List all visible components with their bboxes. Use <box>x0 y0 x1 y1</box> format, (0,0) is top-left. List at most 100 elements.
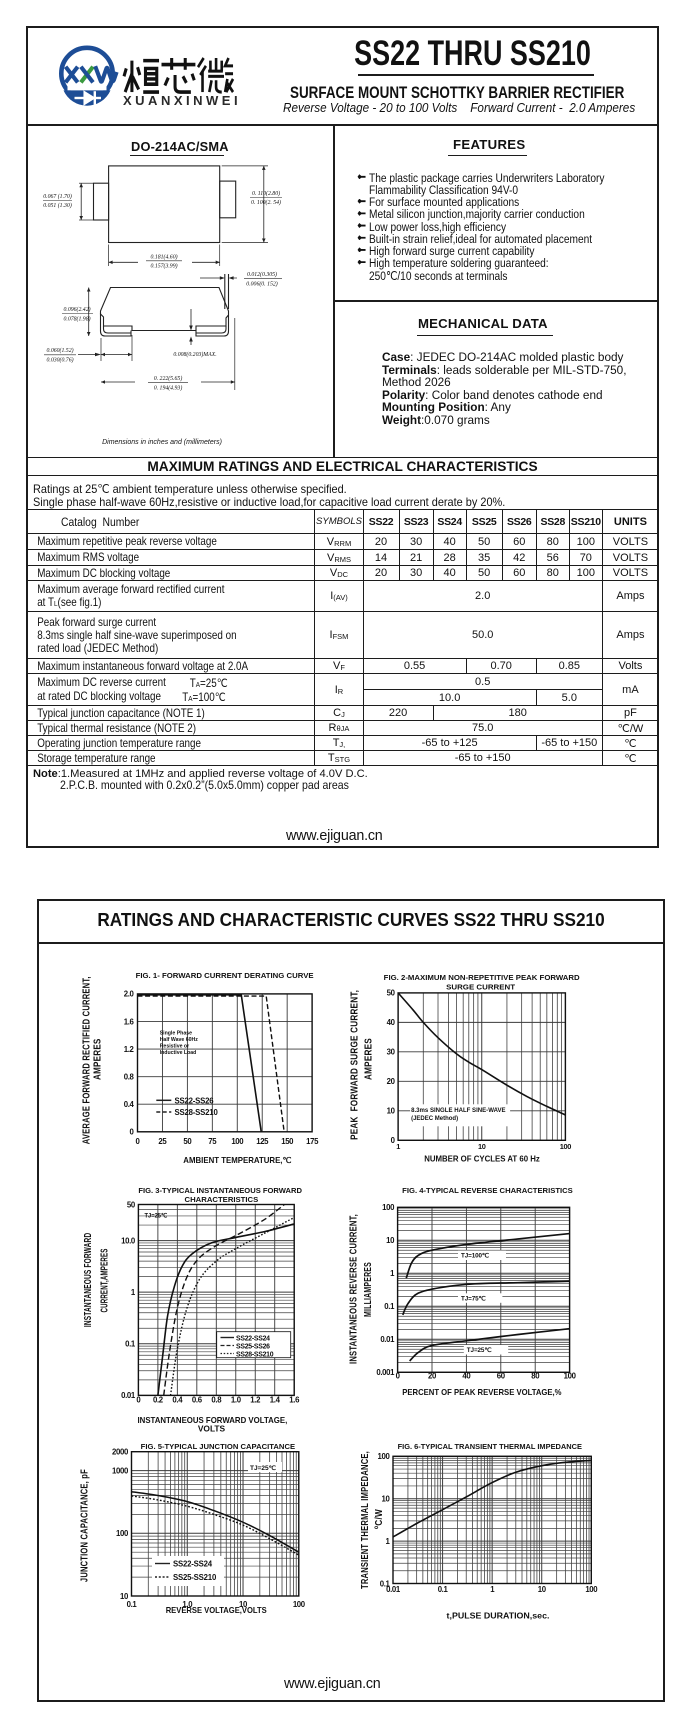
svg-text:10: 10 <box>538 1585 547 1594</box>
svg-text:0. 110(2.80): 0. 110(2.80) <box>252 190 280 197</box>
svg-text:50: 50 <box>127 1200 136 1209</box>
svg-text:0.157(3.99): 0.157(3.99) <box>150 263 177 270</box>
svg-text:1.2: 1.2 <box>124 1045 135 1054</box>
svg-text:FIG. 3-TYPICAL INSTANTANEOUS F: FIG. 3-TYPICAL INSTANTANEOUS FORWARD <box>138 1186 302 1195</box>
svg-text:Dimensions in inches and (mill: Dimensions in inches and (millimeters) <box>102 439 222 446</box>
svg-text:(JEDEC Method): (JEDEC Method) <box>411 1115 458 1122</box>
svg-text:TJ=25℃: TJ=25℃ <box>250 1465 276 1472</box>
svg-text:100: 100 <box>116 1529 129 1538</box>
svg-text:0.01: 0.01 <box>386 1585 401 1594</box>
svg-text:150: 150 <box>281 1137 294 1146</box>
svg-text:INSTANTANEOUS REVERSE CURRENT,: INSTANTANEOUS REVERSE CURRENT, <box>347 1214 359 1364</box>
svg-text:MILLIAMPERES: MILLIAMPERES <box>362 1262 374 1317</box>
svg-text:0: 0 <box>136 1137 141 1146</box>
svg-text:100: 100 <box>378 1452 391 1461</box>
svg-text:PEAK FORWARD SURGE CURRENT,: PEAK FORWARD SURGE CURRENT, <box>348 990 360 1140</box>
svg-text:0.1: 0.1 <box>438 1585 449 1594</box>
svg-text:0.8: 0.8 <box>211 1396 222 1405</box>
svg-text:30: 30 <box>387 1048 396 1057</box>
svg-text:75: 75 <box>208 1137 217 1146</box>
svg-text:Half Wave 60Hz: Half Wave 60Hz <box>160 1037 199 1043</box>
svg-text:t,PULSE DURATION,sec.: t,PULSE DURATION,sec. <box>447 1610 550 1620</box>
svg-text:0: 0 <box>391 1136 396 1145</box>
svg-text:AMBIENT TEMPERATURE,℃: AMBIENT TEMPERATURE,℃ <box>183 1155 291 1165</box>
svg-text:2000: 2000 <box>112 1448 129 1457</box>
svg-text:100: 100 <box>560 1142 572 1151</box>
svg-text:1.6: 1.6 <box>289 1396 300 1405</box>
svg-text:40: 40 <box>387 1018 396 1027</box>
svg-text:1.4: 1.4 <box>270 1396 281 1405</box>
svg-text:Inductive Load: Inductive Load <box>160 1050 197 1056</box>
svg-text:0.4: 0.4 <box>124 1100 135 1109</box>
svg-text:1: 1 <box>396 1142 400 1151</box>
svg-text:20: 20 <box>428 1372 437 1381</box>
svg-text:CURRENT,AMPERES: CURRENT,AMPERES <box>98 1249 110 1313</box>
svg-text:1000: 1000 <box>112 1466 129 1475</box>
svg-text:0.078(1.98): 0.078(1.98) <box>63 316 90 323</box>
svg-text:0.012(0.305): 0.012(0.305) <box>247 271 277 278</box>
svg-text:1.0: 1.0 <box>182 1600 193 1609</box>
svg-text:SS25-SS26: SS25-SS26 <box>236 1344 270 1351</box>
svg-text:10.0: 10.0 <box>121 1236 136 1245</box>
svg-text:SS22-SS24: SS22-SS24 <box>173 1560 213 1569</box>
svg-text:1: 1 <box>390 1269 395 1278</box>
svg-text:0: 0 <box>136 1396 141 1405</box>
svg-text:0: 0 <box>396 1372 401 1381</box>
svg-text:SS22-SS24: SS22-SS24 <box>236 1336 270 1343</box>
svg-text:10: 10 <box>120 1592 129 1601</box>
svg-text:AMPERES: AMPERES <box>363 1038 375 1080</box>
svg-text:0.6: 0.6 <box>192 1396 203 1405</box>
svg-text:100: 100 <box>564 1372 577 1381</box>
svg-text:40: 40 <box>462 1372 471 1381</box>
svg-text:1.2: 1.2 <box>250 1396 261 1405</box>
svg-text:100: 100 <box>293 1600 306 1609</box>
svg-text:50: 50 <box>387 989 396 998</box>
svg-text:10: 10 <box>239 1600 248 1609</box>
svg-text:AVERAGE FORWARD RECTIFIED CURR: AVERAGE FORWARD RECTIFIED CURRENT, <box>81 976 93 1144</box>
svg-text:1: 1 <box>131 1288 136 1297</box>
svg-text:50: 50 <box>183 1137 192 1146</box>
svg-text:FIG. 4-TYPICAL REVERSE CHARACT: FIG. 4-TYPICAL REVERSE CHARACTERISTICS <box>402 1186 573 1195</box>
svg-text:SS25-SS210: SS25-SS210 <box>173 1573 217 1582</box>
svg-text:1.6: 1.6 <box>124 1017 135 1026</box>
svg-text:INSTANTANEOUS FORWARD: INSTANTANEOUS FORWARD <box>82 1233 94 1328</box>
svg-text:8.3ms SINGLE HALF SINE-WAVE: 8.3ms SINGLE HALF SINE-WAVE <box>411 1107 506 1114</box>
svg-text:20: 20 <box>387 1077 396 1086</box>
svg-text:0. 194(4.93): 0. 194(4.93) <box>154 385 183 392</box>
svg-text:1: 1 <box>490 1585 495 1594</box>
svg-text:Single Phase: Single Phase <box>160 1030 192 1036</box>
svg-text:REVERSE VOLTAGE,VOLTS: REVERSE VOLTAGE,VOLTS <box>166 1605 267 1615</box>
svg-text:0.4: 0.4 <box>172 1396 183 1405</box>
svg-text:0.1: 0.1 <box>380 1579 391 1588</box>
svg-text:FIG. 1- FORWARD CURRENT DERATI: FIG. 1- FORWARD CURRENT DERATING CURVE <box>136 971 314 980</box>
svg-text:100: 100 <box>231 1137 244 1146</box>
svg-text:125: 125 <box>256 1137 269 1146</box>
svg-text:FIG. 2-MAXIMUM NON-REPETITIVE: FIG. 2-MAXIMUM NON-REPETITIVE PEAK FORWA… <box>384 973 581 982</box>
svg-text:60: 60 <box>497 1372 506 1381</box>
svg-text:0.008(0.203)MAX.: 0.008(0.203)MAX. <box>173 351 216 358</box>
svg-text:ºC/W: ºC/W <box>374 1509 385 1529</box>
svg-text:0.1: 0.1 <box>384 1302 395 1311</box>
svg-text:VOLTS: VOLTS <box>198 1423 226 1433</box>
svg-text:175: 175 <box>306 1137 319 1146</box>
svg-text:CHARACTERISTICS: CHARACTERISTICS <box>185 1195 259 1204</box>
svg-text:0.01: 0.01 <box>121 1391 136 1400</box>
svg-text:0.01: 0.01 <box>380 1335 395 1344</box>
svg-text:1: 1 <box>386 1537 391 1546</box>
svg-text:INSTANTANEOUS FORWARD VOLTAGE,: INSTANTANEOUS FORWARD VOLTAGE, <box>137 1415 287 1425</box>
svg-text:0. 100(2. 54): 0. 100(2. 54) <box>251 199 281 206</box>
svg-text:AMPERES: AMPERES <box>92 1038 104 1080</box>
svg-text:10: 10 <box>382 1495 391 1504</box>
svg-text:FIG. 6-TYPICAL TRANSIENT THERM: FIG. 6-TYPICAL TRANSIENT THERMAL IMPEDAN… <box>398 1442 582 1451</box>
svg-text:0.1: 0.1 <box>125 1340 136 1349</box>
svg-text:2.0: 2.0 <box>124 990 135 999</box>
svg-text:TRANSIENT THERMAL IMPEDANCE,: TRANSIENT THERMAL IMPEDANCE, <box>359 1451 371 1589</box>
svg-text:1.0: 1.0 <box>231 1396 242 1405</box>
svg-text:SS28-SS210: SS28-SS210 <box>175 1108 219 1117</box>
svg-text:SS28-SS210: SS28-SS210 <box>236 1352 274 1359</box>
svg-text:100: 100 <box>585 1585 598 1594</box>
svg-text:25: 25 <box>158 1137 167 1146</box>
svg-text:0.030(0.76): 0.030(0.76) <box>46 357 73 364</box>
svg-text:Resistive or: Resistive or <box>160 1044 189 1050</box>
svg-text:0.051 (1.30): 0.051 (1.30) <box>43 202 72 209</box>
